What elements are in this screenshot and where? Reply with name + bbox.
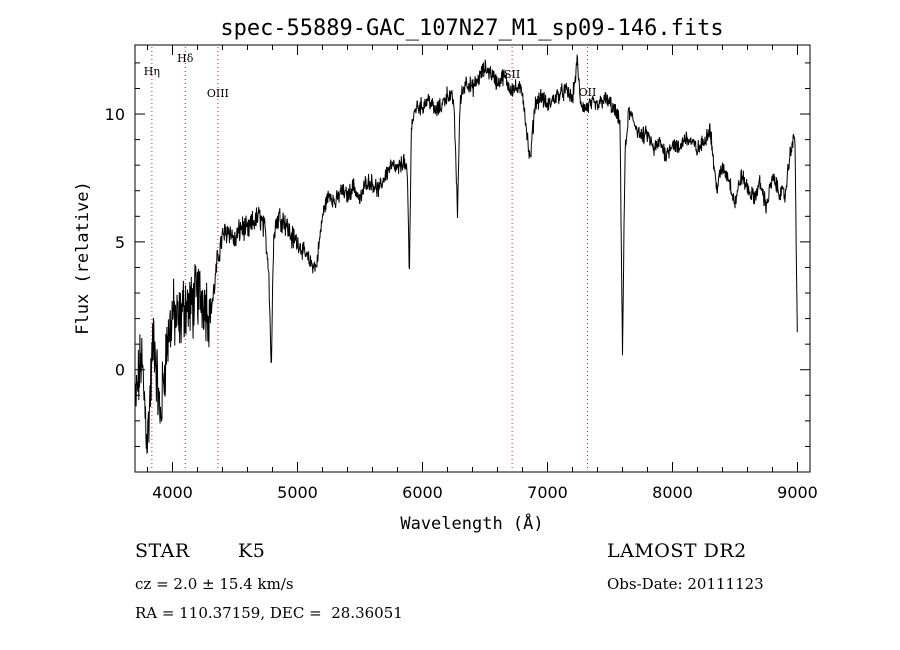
y-tick-label: 0 xyxy=(115,361,125,380)
spectral-line-label: SII xyxy=(504,68,520,81)
x-tick-label: 7000 xyxy=(527,483,568,502)
survey-name: LAMOST DR2 xyxy=(607,540,747,562)
spectrum-line xyxy=(134,54,798,455)
x-tick-label: 5000 xyxy=(277,483,318,502)
x-tick-label: 9000 xyxy=(777,483,818,502)
obs-date-text: Obs-Date: 20111123 xyxy=(607,575,764,593)
x-axis-label: Wavelength (Å) xyxy=(400,512,543,534)
y-tick-label: 10 xyxy=(105,105,125,124)
spectral-line-label: OIII xyxy=(207,87,229,100)
x-tick-label: 8000 xyxy=(652,483,693,502)
object-class: STAR xyxy=(135,540,190,562)
object-subclass: K5 xyxy=(238,540,266,562)
coordinates-text: RA = 110.37159, DEC = 28.36051 xyxy=(135,604,403,622)
y-axis-label: Flux (relative) xyxy=(73,181,93,335)
x-tick-label: 4000 xyxy=(152,483,193,502)
spectral-line-label: Hη xyxy=(144,65,160,78)
x-tick-label: 6000 xyxy=(402,483,443,502)
y-tick-label: 5 xyxy=(115,233,125,252)
plot-frame xyxy=(134,44,811,473)
spectral-line-label: Hδ xyxy=(177,52,194,65)
spectral-line-label: OII xyxy=(579,86,597,99)
redshift-text: cz = 2.0 ± 15.4 km/s xyxy=(135,575,294,593)
chart-title: spec-55889-GAC_107N27_M1_sp09-146.fits xyxy=(220,16,723,41)
